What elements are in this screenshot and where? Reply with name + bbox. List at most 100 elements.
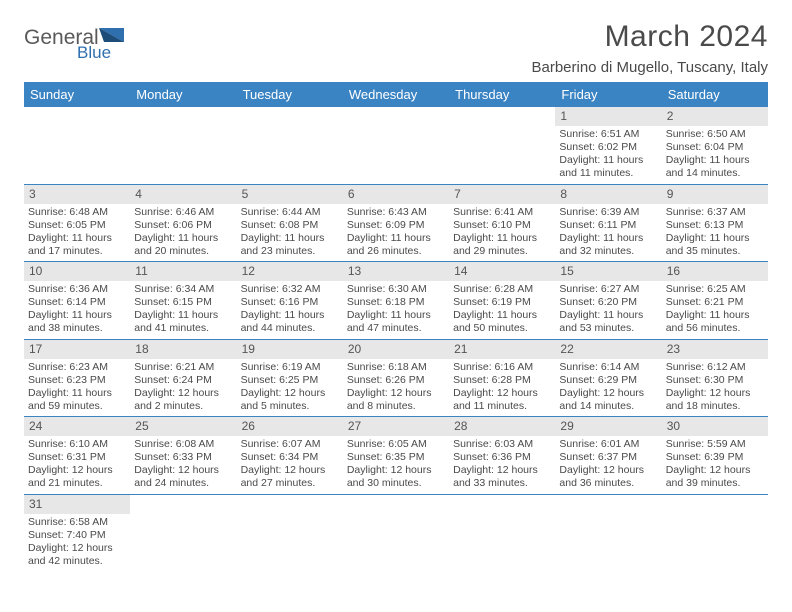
- weekday-header: Wednesday: [343, 82, 449, 107]
- calendar-table: SundayMondayTuesdayWednesdayThursdayFrid…: [24, 82, 768, 571]
- day-number: 21: [449, 340, 555, 359]
- daylight-line: Daylight: 11 hours and 35 minutes.: [666, 232, 764, 258]
- calendar-cell: 11Sunrise: 6:34 AMSunset: 6:15 PMDayligh…: [130, 262, 236, 340]
- weekday-header: Friday: [555, 82, 661, 107]
- calendar-cell: 19Sunrise: 6:19 AMSunset: 6:25 PMDayligh…: [237, 339, 343, 417]
- day-data: Sunrise: 6:10 AMSunset: 6:31 PMDaylight:…: [24, 436, 130, 494]
- day-number: 20: [343, 340, 449, 359]
- day-number: 26: [237, 417, 343, 436]
- month-title: March 2024: [531, 20, 768, 53]
- calendar-cell: 22Sunrise: 6:14 AMSunset: 6:29 PMDayligh…: [555, 339, 661, 417]
- day-data: Sunrise: 6:16 AMSunset: 6:28 PMDaylight:…: [449, 359, 555, 417]
- calendar-cell-empty: [662, 494, 768, 571]
- calendar-cell: 1Sunrise: 6:51 AMSunset: 6:02 PMDaylight…: [555, 107, 661, 184]
- sunset-line: Sunset: 6:21 PM: [666, 296, 764, 309]
- daylight-line: Daylight: 11 hours and 26 minutes.: [347, 232, 445, 258]
- calendar-cell: 18Sunrise: 6:21 AMSunset: 6:24 PMDayligh…: [130, 339, 236, 417]
- sunset-line: Sunset: 6:15 PM: [134, 296, 232, 309]
- calendar-cell: 9Sunrise: 6:37 AMSunset: 6:13 PMDaylight…: [662, 184, 768, 262]
- day-data: Sunrise: 6:36 AMSunset: 6:14 PMDaylight:…: [24, 281, 130, 339]
- daylight-line: Daylight: 11 hours and 47 minutes.: [347, 309, 445, 335]
- day-data: Sunrise: 6:44 AMSunset: 6:08 PMDaylight:…: [237, 204, 343, 262]
- daylight-line: Daylight: 12 hours and 5 minutes.: [241, 387, 339, 413]
- daylight-line: Daylight: 12 hours and 24 minutes.: [134, 464, 232, 490]
- sunset-line: Sunset: 6:29 PM: [559, 374, 657, 387]
- title-block: March 2024 Barberino di Mugello, Tuscany…: [531, 20, 768, 76]
- sunset-line: Sunset: 6:16 PM: [241, 296, 339, 309]
- daylight-line: Daylight: 12 hours and 11 minutes.: [453, 387, 551, 413]
- day-data: Sunrise: 6:19 AMSunset: 6:25 PMDaylight:…: [237, 359, 343, 417]
- sunrise-line: Sunrise: 6:08 AM: [134, 438, 232, 451]
- sunset-line: Sunset: 6:11 PM: [559, 219, 657, 232]
- sunset-line: Sunset: 6:25 PM: [241, 374, 339, 387]
- sunset-line: Sunset: 6:14 PM: [28, 296, 126, 309]
- daylight-line: Daylight: 11 hours and 59 minutes.: [28, 387, 126, 413]
- calendar-cell: 4Sunrise: 6:46 AMSunset: 6:06 PMDaylight…: [130, 184, 236, 262]
- day-number: 16: [662, 262, 768, 281]
- day-number: 30: [662, 417, 768, 436]
- sunrise-line: Sunrise: 6:37 AM: [666, 206, 764, 219]
- logo: General Blue: [24, 20, 144, 60]
- day-data: Sunrise: 6:39 AMSunset: 6:11 PMDaylight:…: [555, 204, 661, 262]
- day-data: Sunrise: 6:28 AMSunset: 6:19 PMDaylight:…: [449, 281, 555, 339]
- day-data: Sunrise: 6:18 AMSunset: 6:26 PMDaylight:…: [343, 359, 449, 417]
- sunrise-line: Sunrise: 6:44 AM: [241, 206, 339, 219]
- calendar-cell-empty: [130, 494, 236, 571]
- day-number: 24: [24, 417, 130, 436]
- sunset-line: Sunset: 6:20 PM: [559, 296, 657, 309]
- sunset-line: Sunset: 6:06 PM: [134, 219, 232, 232]
- day-data: Sunrise: 6:08 AMSunset: 6:33 PMDaylight:…: [130, 436, 236, 494]
- daylight-line: Daylight: 11 hours and 32 minutes.: [559, 232, 657, 258]
- sunset-line: Sunset: 6:02 PM: [559, 141, 657, 154]
- day-number: 5: [237, 185, 343, 204]
- day-number: 13: [343, 262, 449, 281]
- calendar-cell: 30Sunrise: 5:59 AMSunset: 6:39 PMDayligh…: [662, 417, 768, 495]
- sunrise-line: Sunrise: 6:50 AM: [666, 128, 764, 141]
- sunset-line: Sunset: 6:23 PM: [28, 374, 126, 387]
- calendar-cell: 24Sunrise: 6:10 AMSunset: 6:31 PMDayligh…: [24, 417, 130, 495]
- weekday-header: Sunday: [24, 82, 130, 107]
- day-number: 28: [449, 417, 555, 436]
- calendar-cell: 2Sunrise: 6:50 AMSunset: 6:04 PMDaylight…: [662, 107, 768, 184]
- day-number: 22: [555, 340, 661, 359]
- sunset-line: Sunset: 6:28 PM: [453, 374, 551, 387]
- sunset-line: Sunset: 6:39 PM: [666, 451, 764, 464]
- calendar-row: 10Sunrise: 6:36 AMSunset: 6:14 PMDayligh…: [24, 262, 768, 340]
- daylight-line: Daylight: 11 hours and 56 minutes.: [666, 309, 764, 335]
- day-number: 6: [343, 185, 449, 204]
- day-number: 9: [662, 185, 768, 204]
- daylight-line: Daylight: 12 hours and 18 minutes.: [666, 387, 764, 413]
- sunset-line: Sunset: 6:30 PM: [666, 374, 764, 387]
- day-number: 15: [555, 262, 661, 281]
- calendar-cell: 3Sunrise: 6:48 AMSunset: 6:05 PMDaylight…: [24, 184, 130, 262]
- sunrise-line: Sunrise: 6:51 AM: [559, 128, 657, 141]
- daylight-line: Daylight: 11 hours and 50 minutes.: [453, 309, 551, 335]
- sunrise-line: Sunrise: 6:41 AM: [453, 206, 551, 219]
- day-number: 12: [237, 262, 343, 281]
- day-number: 11: [130, 262, 236, 281]
- day-data: Sunrise: 6:07 AMSunset: 6:34 PMDaylight:…: [237, 436, 343, 494]
- calendar-row: 1Sunrise: 6:51 AMSunset: 6:02 PMDaylight…: [24, 107, 768, 184]
- day-number: 3: [24, 185, 130, 204]
- day-data: Sunrise: 6:51 AMSunset: 6:02 PMDaylight:…: [555, 126, 661, 184]
- day-data: Sunrise: 6:14 AMSunset: 6:29 PMDaylight:…: [555, 359, 661, 417]
- location: Barberino di Mugello, Tuscany, Italy: [531, 59, 768, 76]
- sunset-line: Sunset: 6:04 PM: [666, 141, 764, 154]
- weekday-header: Thursday: [449, 82, 555, 107]
- sunrise-line: Sunrise: 6:03 AM: [453, 438, 551, 451]
- day-data: Sunrise: 6:32 AMSunset: 6:16 PMDaylight:…: [237, 281, 343, 339]
- sunrise-line: Sunrise: 6:58 AM: [28, 516, 126, 529]
- calendar-cell: 10Sunrise: 6:36 AMSunset: 6:14 PMDayligh…: [24, 262, 130, 340]
- calendar-row: 24Sunrise: 6:10 AMSunset: 6:31 PMDayligh…: [24, 417, 768, 495]
- calendar-cell: 23Sunrise: 6:12 AMSunset: 6:30 PMDayligh…: [662, 339, 768, 417]
- calendar-cell-empty: [555, 494, 661, 571]
- daylight-line: Daylight: 12 hours and 30 minutes.: [347, 464, 445, 490]
- daylight-line: Daylight: 12 hours and 33 minutes.: [453, 464, 551, 490]
- sunset-line: Sunset: 6:26 PM: [347, 374, 445, 387]
- daylight-line: Daylight: 12 hours and 27 minutes.: [241, 464, 339, 490]
- weekday-header: Saturday: [662, 82, 768, 107]
- calendar-cell-empty: [237, 494, 343, 571]
- day-number: 23: [662, 340, 768, 359]
- sunrise-line: Sunrise: 6:25 AM: [666, 283, 764, 296]
- day-number: 8: [555, 185, 661, 204]
